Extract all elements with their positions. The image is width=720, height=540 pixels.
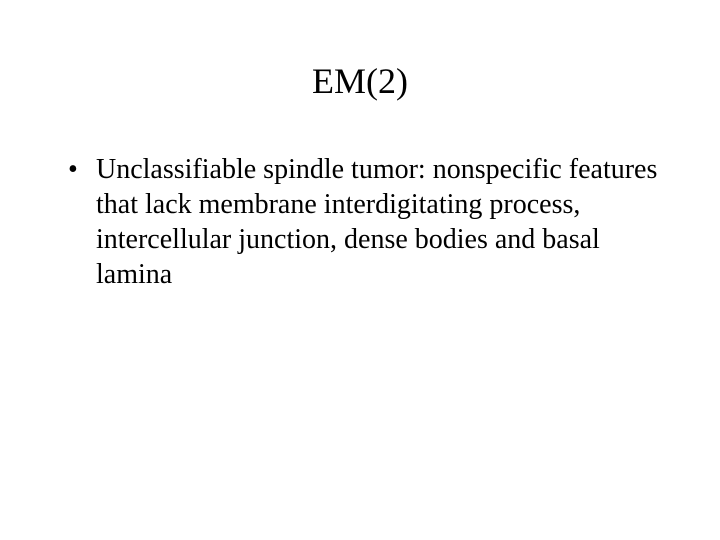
slide-container: EM(2) Unclassifiable spindle tumor: nons… xyxy=(0,0,720,540)
bullet-item: Unclassifiable spindle tumor: nonspecifi… xyxy=(68,152,660,292)
slide-title: EM(2) xyxy=(60,60,660,102)
bullet-list: Unclassifiable spindle tumor: nonspecifi… xyxy=(60,152,660,292)
